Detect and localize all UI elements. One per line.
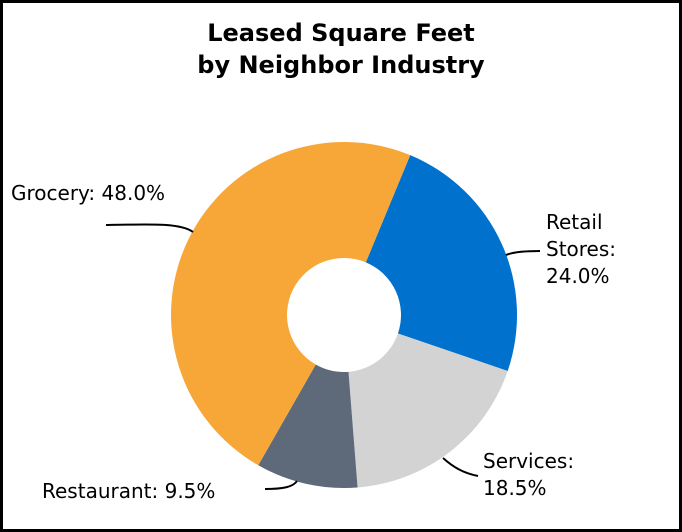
label-grocery-line-1: Grocery: 48.0% [11, 181, 165, 205]
donut-slices [171, 141, 518, 488]
label-services-line-1: Services: [483, 449, 574, 473]
leader-services [442, 457, 479, 477]
chart-title-line-2: by Neighbor Industry [197, 51, 485, 79]
label-retail-stores: Retail Stores: 24.0% [546, 210, 622, 288]
label-retail-stores-line-1: Retail [546, 210, 603, 234]
slice-restaurant [258, 364, 358, 488]
leader-lines [105, 223, 541, 490]
slice-services [348, 333, 508, 488]
chart-title: Leased Square Feet by Neighbor Industry [3, 17, 679, 81]
label-grocery: Grocery: 48.0% [11, 181, 165, 205]
label-services: Services: 18.5% [483, 449, 580, 500]
label-restaurant: Restaurant: 9.5% [42, 479, 215, 503]
slice-grocery [171, 141, 411, 466]
label-retail-stores-line-2: Stores: [546, 237, 616, 261]
donut-chart: Grocery: 48.0% Retail Stores: 24.0% Serv… [11, 141, 622, 503]
leader-retail-stores [505, 250, 541, 256]
label-restaurant-line-1: Restaurant: 9.5% [42, 479, 215, 503]
leader-restaurant [264, 480, 298, 490]
chart-title-line-1: Leased Square Feet [207, 19, 475, 47]
label-services-line-2: 18.5% [483, 476, 547, 500]
leader-grocery [105, 223, 194, 233]
label-retail-stores-line-3: 24.0% [546, 264, 610, 288]
slice-retail-stores [365, 155, 518, 372]
